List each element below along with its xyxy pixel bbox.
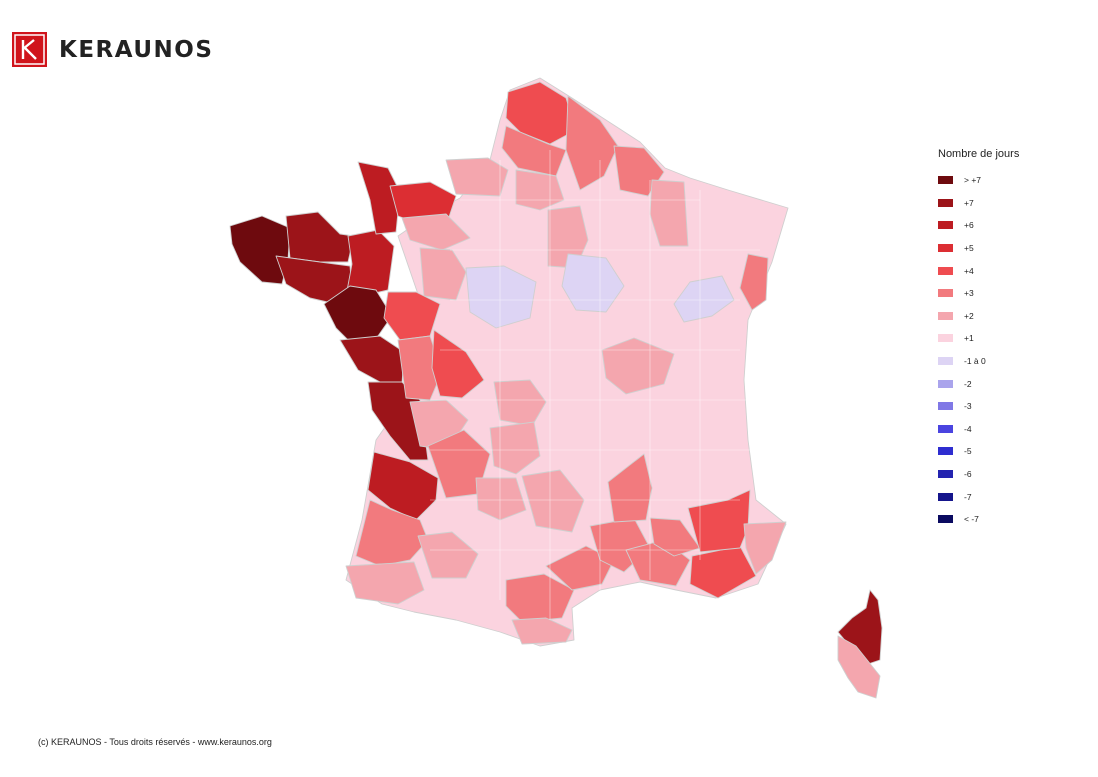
map-region-eure — [445, 157, 509, 197]
legend-label: -1 à 0 — [964, 356, 986, 367]
keraunos-logo: KERAUNOS — [12, 32, 213, 67]
legend-item: -1 à 0 — [938, 350, 1019, 373]
legend-label: -5 — [964, 446, 972, 457]
map-region-cantal — [475, 477, 527, 521]
map-region-landes — [355, 499, 429, 567]
legend-label: > +7 — [964, 175, 982, 186]
legend-swatch — [938, 244, 953, 253]
legend-label: < -7 — [964, 514, 979, 525]
copyright-footer: (c) KERAUNOS - Tous droits réservés - ww… — [38, 737, 272, 747]
map-region-manche — [357, 161, 401, 235]
legend-item: +3 — [938, 282, 1019, 305]
keraunos-logo-icon — [12, 32, 47, 67]
map-region-herault — [545, 545, 615, 591]
map-region-ardeche — [607, 453, 653, 523]
legend-label: +2 — [964, 310, 974, 321]
brand-name: KERAUNOS — [59, 36, 214, 63]
legend-label: +1 — [964, 333, 974, 344]
map-region-correze — [489, 421, 541, 475]
map-region-vaucluse — [649, 517, 701, 557]
legend-label: +5 — [964, 243, 974, 254]
legend-item: -3 — [938, 395, 1019, 418]
map-region-alpes-maritimes — [743, 521, 787, 575]
legend-label: -2 — [964, 378, 972, 389]
legend-item: > +7 — [938, 169, 1019, 192]
legend-swatch — [938, 357, 953, 366]
map-region-pyrenees-atl — [345, 561, 425, 605]
map-region-dordogne — [427, 429, 491, 499]
map-region-meuse — [649, 179, 689, 247]
legend-label: -4 — [964, 423, 972, 434]
legend-label: -6 — [964, 469, 972, 480]
legend-item: +4 — [938, 259, 1019, 282]
legend-item: -4 — [938, 418, 1019, 441]
legend-item: < -7 — [938, 508, 1019, 531]
map-region-lot-et-garonne — [417, 531, 479, 579]
map-region-aveyron — [521, 469, 585, 533]
legend-label: +3 — [964, 288, 974, 299]
legend-swatch — [938, 379, 953, 388]
legend-swatch — [938, 447, 953, 456]
legend-label: +6 — [964, 220, 974, 231]
map-region-vendee — [339, 335, 405, 385]
map-region-cotes-armor — [285, 211, 355, 263]
legend-label: -7 — [964, 491, 972, 502]
map-region-ariege-aude — [505, 573, 575, 623]
legend-swatch — [938, 289, 953, 298]
legend-item: +5 — [938, 237, 1019, 260]
map-region-finistere — [229, 215, 291, 285]
legend-label: +7 — [964, 197, 974, 208]
map-region-loire-atlantique — [323, 285, 393, 345]
map-region-nord — [505, 81, 577, 145]
legend-title: Nombre de jours — [938, 148, 1020, 160]
legend-item: +1 — [938, 327, 1019, 350]
map-region-gironde — [367, 451, 439, 521]
map-region-corse-du-sud — [837, 635, 881, 699]
legend-item: -7 — [938, 485, 1019, 508]
map-region-pyrenees-orientales — [511, 617, 573, 645]
map-region-yonne — [561, 253, 625, 313]
map-region-creuse — [493, 379, 547, 427]
legend-swatch — [938, 334, 953, 343]
map-region-haute-saone — [673, 275, 735, 323]
legend-item: -6 — [938, 463, 1019, 486]
legend-item: -2 — [938, 372, 1019, 395]
legend-label: +4 — [964, 265, 974, 276]
legend-items: > +7 +7 +6 +5 +4 +3 +2 +1 -1 à 0 -2 -3 -… — [938, 169, 1019, 531]
legend-item: +7 — [938, 192, 1019, 215]
map-region-maine-loire — [397, 335, 443, 401]
map-region-mayenne — [419, 247, 467, 301]
legend-swatch — [938, 266, 953, 275]
legend-swatch — [938, 515, 953, 524]
map-region-aisne — [565, 95, 619, 191]
legend-item: +6 — [938, 214, 1019, 237]
legend-item: -5 — [938, 440, 1019, 463]
legend-swatch — [938, 198, 953, 207]
map-region-haut-rhin — [739, 253, 769, 311]
legend: Nombre de jours > +7 +7 +6 +5 +4 +3 +2 +… — [938, 148, 1019, 531]
legend-swatch — [938, 492, 953, 501]
legend-swatch — [938, 176, 953, 185]
legend-swatch — [938, 470, 953, 479]
map-region-orne — [401, 213, 471, 251]
map-region-saone-loire — [601, 337, 675, 395]
map-region-loiret — [465, 265, 537, 329]
legend-swatch — [938, 311, 953, 320]
map-region-marne — [547, 205, 589, 269]
legend-item: +2 — [938, 305, 1019, 328]
map-region-indre-loire — [431, 329, 485, 399]
legend-swatch — [938, 221, 953, 230]
legend-label: -3 — [964, 401, 972, 412]
legend-swatch — [938, 402, 953, 411]
legend-swatch — [938, 424, 953, 433]
